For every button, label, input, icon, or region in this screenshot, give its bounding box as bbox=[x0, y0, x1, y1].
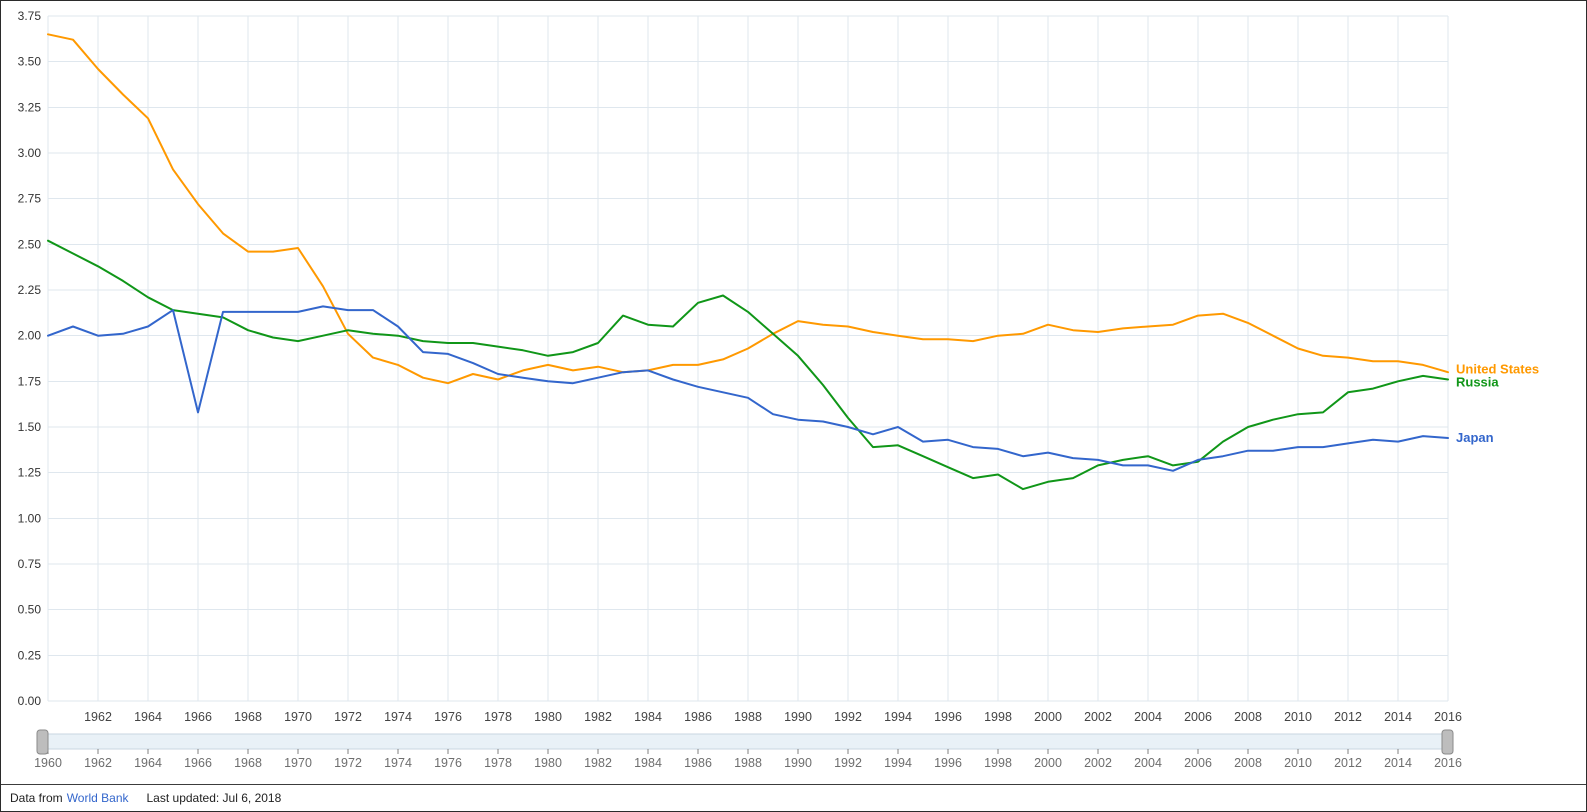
timeline-slider-track[interactable] bbox=[36, 733, 1454, 750]
fertility-rate-line-chart: 0.00 0.25 0.50 0.75 1.00 1.25 1.50 1.75 2.00 2.25… bbox=[18, 9, 1539, 770]
y-tick-label: 0.50 bbox=[18, 603, 42, 617]
x-axis-labels: 1962 1964 1966 1968 1970 1972 1974 1976 1978 1980… bbox=[84, 710, 1462, 724]
x-tick-label: 1986 bbox=[684, 710, 712, 724]
slider-year-label: 2010 bbox=[1284, 756, 1312, 770]
x-tick-label: 2012 bbox=[1334, 710, 1362, 724]
gridlines bbox=[47, 15, 1449, 702]
y-tick-label: 3.75 bbox=[18, 9, 42, 23]
slider-year-label: 1978 bbox=[484, 756, 512, 770]
slider-year-labels: 1960 1962 1964 1966 1968 1970 1972 1974 1976 1978… bbox=[34, 756, 1462, 770]
x-tick-label: 2008 bbox=[1234, 710, 1262, 724]
x-tick-label: 1980 bbox=[534, 710, 562, 724]
y-tick-label: 0.25 bbox=[18, 648, 42, 662]
x-tick-label: 1972 bbox=[334, 710, 362, 724]
x-tick-label: 1962 bbox=[84, 710, 112, 724]
slider-year-label: 1988 bbox=[734, 756, 762, 770]
y-tick-label: 1.25 bbox=[18, 466, 42, 480]
x-tick-label: 1978 bbox=[484, 710, 512, 724]
slider-handle-left[interactable] bbox=[36, 729, 49, 755]
slider-year-label: 1984 bbox=[634, 756, 662, 770]
slider-ticks bbox=[47, 749, 1449, 754]
slider-year-label: 1980 bbox=[534, 756, 562, 770]
slider-year-label: 1990 bbox=[784, 756, 812, 770]
x-tick-label: 2002 bbox=[1084, 710, 1112, 724]
x-tick-label: 1984 bbox=[634, 710, 662, 724]
series-line-japan[interactable] bbox=[47, 305, 1449, 472]
x-tick-label: 1966 bbox=[184, 710, 212, 724]
slider-year-label: 1962 bbox=[84, 756, 112, 770]
x-tick-label: 1994 bbox=[884, 710, 912, 724]
slider-year-label: 1976 bbox=[434, 756, 462, 770]
slider-year-label: 2000 bbox=[1034, 756, 1062, 770]
series-label-united-states[interactable]: United States bbox=[1456, 361, 1539, 376]
y-tick-label: 2.25 bbox=[18, 283, 42, 297]
x-tick-label: 2010 bbox=[1284, 710, 1312, 724]
slider-year-label: 1986 bbox=[684, 756, 712, 770]
y-tick-label: 3.00 bbox=[18, 146, 42, 160]
slider-year-label: 2016 bbox=[1434, 756, 1462, 770]
slider-year-label: 1964 bbox=[134, 756, 162, 770]
y-tick-label: 2.75 bbox=[18, 192, 42, 206]
x-tick-label: 1992 bbox=[834, 710, 862, 724]
slider-year-label: 1960 bbox=[34, 756, 62, 770]
slider-year-label: 2006 bbox=[1184, 756, 1212, 770]
slider-year-label: 1994 bbox=[884, 756, 912, 770]
x-tick-label: 1970 bbox=[284, 710, 312, 724]
x-tick-label: 2000 bbox=[1034, 710, 1062, 724]
y-tick-label: 0.75 bbox=[18, 557, 42, 571]
slider-year-label: 2008 bbox=[1234, 756, 1262, 770]
series-line-russia[interactable] bbox=[47, 239, 1449, 491]
slider-year-label: 1996 bbox=[934, 756, 962, 770]
x-tick-label: 2004 bbox=[1134, 710, 1162, 724]
slider-year-label: 1972 bbox=[334, 756, 362, 770]
slider-year-label: 1998 bbox=[984, 756, 1012, 770]
slider-year-label: 1992 bbox=[834, 756, 862, 770]
slider-handle-right[interactable] bbox=[1441, 729, 1454, 755]
slider-year-label: 1970 bbox=[284, 756, 312, 770]
x-tick-label: 1964 bbox=[134, 710, 162, 724]
slider-year-label: 1982 bbox=[584, 756, 612, 770]
slider-year-label: 2002 bbox=[1084, 756, 1112, 770]
y-tick-label: 2.50 bbox=[18, 237, 42, 251]
y-tick-label: 3.25 bbox=[18, 100, 42, 114]
y-tick-label: 1.75 bbox=[18, 374, 42, 388]
series-label-japan[interactable]: Japan bbox=[1456, 430, 1494, 445]
series-label-russia[interactable]: Russia bbox=[1456, 374, 1499, 389]
slider-year-label: 1966 bbox=[184, 756, 212, 770]
y-tick-label: 1.00 bbox=[18, 511, 42, 525]
x-tick-label: 1990 bbox=[784, 710, 812, 724]
x-tick-label: 2014 bbox=[1384, 710, 1412, 724]
x-tick-label: 1998 bbox=[984, 710, 1012, 724]
timeline-slider: 1960 1962 1964 1966 1968 1970 1972 1974 1976 1978… bbox=[34, 729, 1462, 770]
slider-year-label: 2014 bbox=[1384, 756, 1412, 770]
series-line-united-states[interactable] bbox=[47, 33, 1449, 385]
footer-source-prefix: Data from bbox=[10, 791, 63, 805]
y-tick-label: 1.50 bbox=[18, 420, 42, 434]
x-tick-label: 1976 bbox=[434, 710, 462, 724]
footer-last-updated: Last updated: Jul 6, 2018 bbox=[146, 791, 282, 805]
footer-bar: Data from World Bank Last updated: Jul 6… bbox=[1, 784, 1586, 811]
y-tick-label: 0.00 bbox=[18, 694, 42, 708]
x-tick-label: 2016 bbox=[1434, 710, 1462, 724]
world-bank-link[interactable]: World Bank bbox=[66, 791, 129, 805]
slider-year-label: 2012 bbox=[1334, 756, 1362, 770]
slider-year-label: 1974 bbox=[384, 756, 412, 770]
slider-year-label: 1968 bbox=[234, 756, 262, 770]
y-tick-label: 3.50 bbox=[18, 55, 42, 69]
series-lines bbox=[47, 33, 1449, 491]
x-tick-label: 2006 bbox=[1184, 710, 1212, 724]
x-tick-label: 1982 bbox=[584, 710, 612, 724]
slider-year-label: 2004 bbox=[1134, 756, 1162, 770]
x-tick-label: 1968 bbox=[234, 710, 262, 724]
y-axis-labels: 0.00 0.25 0.50 0.75 1.00 1.25 1.50 1.75 2.00 2.25… bbox=[18, 9, 42, 708]
x-tick-label: 1988 bbox=[734, 710, 762, 724]
x-tick-label: 1974 bbox=[384, 710, 412, 724]
y-tick-label: 2.00 bbox=[18, 329, 42, 343]
x-tick-label: 1996 bbox=[934, 710, 962, 724]
